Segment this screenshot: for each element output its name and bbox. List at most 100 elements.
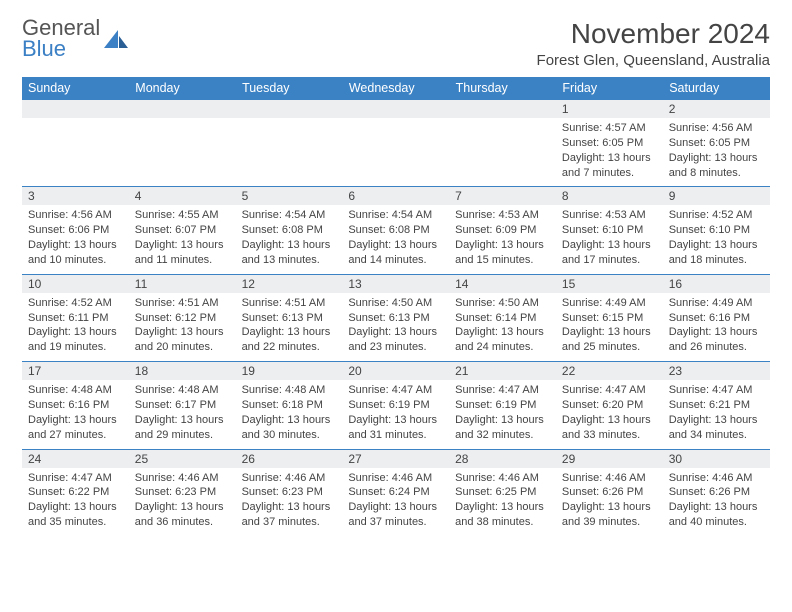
logo-line2: Blue (22, 39, 100, 60)
sunrise-text: Sunrise: 4:47 AM (28, 471, 123, 486)
day-number-cell: 23 (663, 362, 770, 381)
calendar-table: Sunday Monday Tuesday Wednesday Thursday… (22, 77, 770, 534)
sunrise-text: Sunrise: 4:57 AM (562, 121, 657, 136)
daylight-text: Daylight: 13 hours and 34 minutes. (669, 413, 764, 443)
sunset-text: Sunset: 6:19 PM (455, 398, 550, 413)
day-info-cell (236, 118, 343, 187)
day-number-cell: 29 (556, 449, 663, 468)
day-info-cell: Sunrise: 4:47 AMSunset: 6:20 PMDaylight:… (556, 380, 663, 449)
day-info-cell: Sunrise: 4:54 AMSunset: 6:08 PMDaylight:… (342, 205, 449, 274)
sunset-text: Sunset: 6:23 PM (242, 485, 337, 500)
day-number-row: 17181920212223 (22, 362, 770, 381)
day-number-cell (129, 100, 236, 119)
calendar-body: 12Sunrise: 4:57 AMSunset: 6:05 PMDayligh… (22, 100, 770, 534)
day-info-cell: Sunrise: 4:57 AMSunset: 6:05 PMDaylight:… (556, 118, 663, 187)
sunrise-text: Sunrise: 4:50 AM (348, 296, 443, 311)
sunrise-text: Sunrise: 4:55 AM (135, 208, 230, 223)
daylight-text: Daylight: 13 hours and 33 minutes. (562, 413, 657, 443)
day-number-cell: 22 (556, 362, 663, 381)
day-number-cell (449, 100, 556, 119)
day-number-cell: 16 (663, 274, 770, 293)
day-number-cell: 26 (236, 449, 343, 468)
sunrise-text: Sunrise: 4:51 AM (135, 296, 230, 311)
day-info-cell: Sunrise: 4:56 AMSunset: 6:05 PMDaylight:… (663, 118, 770, 187)
sunrise-text: Sunrise: 4:56 AM (669, 121, 764, 136)
weekday-header: Thursday (449, 77, 556, 100)
weekday-header: Saturday (663, 77, 770, 100)
title-block: November 2024 Forest Glen, Queensland, A… (537, 18, 770, 69)
sunrise-text: Sunrise: 4:47 AM (348, 383, 443, 398)
day-info-cell: Sunrise: 4:46 AMSunset: 6:25 PMDaylight:… (449, 468, 556, 534)
location-subtitle: Forest Glen, Queensland, Australia (537, 52, 770, 69)
day-number-cell: 14 (449, 274, 556, 293)
sunset-text: Sunset: 6:10 PM (669, 223, 764, 238)
sunrise-text: Sunrise: 4:56 AM (28, 208, 123, 223)
day-number-row: 3456789 (22, 187, 770, 206)
day-info-row: Sunrise: 4:48 AMSunset: 6:16 PMDaylight:… (22, 380, 770, 449)
sunrise-text: Sunrise: 4:46 AM (242, 471, 337, 486)
sunrise-text: Sunrise: 4:54 AM (348, 208, 443, 223)
daylight-text: Daylight: 13 hours and 14 minutes. (348, 238, 443, 268)
day-number-cell: 28 (449, 449, 556, 468)
day-info-row: Sunrise: 4:47 AMSunset: 6:22 PMDaylight:… (22, 468, 770, 534)
sunrise-text: Sunrise: 4:46 AM (455, 471, 550, 486)
sunrise-text: Sunrise: 4:48 AM (242, 383, 337, 398)
day-number-cell: 6 (342, 187, 449, 206)
day-info-cell (129, 118, 236, 187)
sunrise-text: Sunrise: 4:50 AM (455, 296, 550, 311)
sunset-text: Sunset: 6:13 PM (242, 311, 337, 326)
weekday-header: Wednesday (342, 77, 449, 100)
day-number-cell (236, 100, 343, 119)
weekday-header: Tuesday (236, 77, 343, 100)
sunset-text: Sunset: 6:13 PM (348, 311, 443, 326)
sunrise-text: Sunrise: 4:46 AM (669, 471, 764, 486)
day-info-cell: Sunrise: 4:50 AMSunset: 6:14 PMDaylight:… (449, 293, 556, 362)
daylight-text: Daylight: 13 hours and 19 minutes. (28, 325, 123, 355)
day-info-cell: Sunrise: 4:52 AMSunset: 6:11 PMDaylight:… (22, 293, 129, 362)
sunrise-text: Sunrise: 4:53 AM (562, 208, 657, 223)
weekday-header-row: Sunday Monday Tuesday Wednesday Thursday… (22, 77, 770, 100)
logo-text: General Blue (22, 18, 100, 60)
sunset-text: Sunset: 6:19 PM (348, 398, 443, 413)
logo: General Blue (22, 18, 130, 60)
day-number-cell: 10 (22, 274, 129, 293)
day-number-cell: 8 (556, 187, 663, 206)
day-number-cell: 5 (236, 187, 343, 206)
daylight-text: Daylight: 13 hours and 20 minutes. (135, 325, 230, 355)
weekday-header: Friday (556, 77, 663, 100)
day-info-cell: Sunrise: 4:56 AMSunset: 6:06 PMDaylight:… (22, 205, 129, 274)
sunrise-text: Sunrise: 4:51 AM (242, 296, 337, 311)
daylight-text: Daylight: 13 hours and 8 minutes. (669, 151, 764, 181)
daylight-text: Daylight: 13 hours and 40 minutes. (669, 500, 764, 530)
sunset-text: Sunset: 6:26 PM (669, 485, 764, 500)
day-number-cell: 12 (236, 274, 343, 293)
day-info-row: Sunrise: 4:52 AMSunset: 6:11 PMDaylight:… (22, 293, 770, 362)
sunrise-text: Sunrise: 4:52 AM (28, 296, 123, 311)
daylight-text: Daylight: 13 hours and 37 minutes. (348, 500, 443, 530)
day-info-cell: Sunrise: 4:46 AMSunset: 6:26 PMDaylight:… (556, 468, 663, 534)
sunset-text: Sunset: 6:08 PM (242, 223, 337, 238)
day-number-cell: 2 (663, 100, 770, 119)
day-number-cell: 25 (129, 449, 236, 468)
daylight-text: Daylight: 13 hours and 27 minutes. (28, 413, 123, 443)
sunset-text: Sunset: 6:06 PM (28, 223, 123, 238)
day-info-cell: Sunrise: 4:48 AMSunset: 6:16 PMDaylight:… (22, 380, 129, 449)
sunrise-text: Sunrise: 4:46 AM (348, 471, 443, 486)
day-info-cell: Sunrise: 4:53 AMSunset: 6:09 PMDaylight:… (449, 205, 556, 274)
day-info-row: Sunrise: 4:56 AMSunset: 6:06 PMDaylight:… (22, 205, 770, 274)
day-number-cell: 15 (556, 274, 663, 293)
day-info-cell: Sunrise: 4:49 AMSunset: 6:15 PMDaylight:… (556, 293, 663, 362)
day-number-cell: 7 (449, 187, 556, 206)
daylight-text: Daylight: 13 hours and 38 minutes. (455, 500, 550, 530)
daylight-text: Daylight: 13 hours and 22 minutes. (242, 325, 337, 355)
sunset-text: Sunset: 6:24 PM (348, 485, 443, 500)
daylight-text: Daylight: 13 hours and 10 minutes. (28, 238, 123, 268)
day-info-cell: Sunrise: 4:47 AMSunset: 6:21 PMDaylight:… (663, 380, 770, 449)
sunrise-text: Sunrise: 4:46 AM (135, 471, 230, 486)
daylight-text: Daylight: 13 hours and 18 minutes. (669, 238, 764, 268)
day-info-cell: Sunrise: 4:49 AMSunset: 6:16 PMDaylight:… (663, 293, 770, 362)
sunset-text: Sunset: 6:17 PM (135, 398, 230, 413)
daylight-text: Daylight: 13 hours and 30 minutes. (242, 413, 337, 443)
daylight-text: Daylight: 13 hours and 36 minutes. (135, 500, 230, 530)
day-number-row: 12 (22, 100, 770, 119)
